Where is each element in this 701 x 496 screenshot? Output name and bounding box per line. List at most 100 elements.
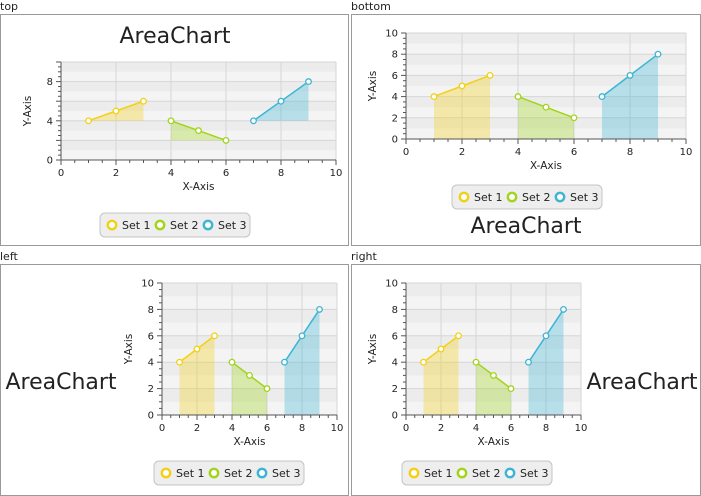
data-point	[420, 358, 427, 366]
x-tick-label: 8	[543, 423, 549, 434]
x-tick-label: 6	[571, 147, 577, 158]
plot-band-alt	[162, 335, 337, 349]
x-tick-label: 2	[438, 423, 444, 434]
panel-label: bottom	[351, 0, 391, 13]
data-point	[458, 82, 466, 90]
data-point	[430, 93, 438, 101]
panel-label: right	[351, 250, 377, 263]
panel-label: left	[0, 250, 18, 263]
x-axis-title: X-Axis	[233, 436, 265, 448]
y-tick-label: 4	[392, 92, 398, 103]
plot-band-alt	[162, 283, 337, 297]
legend-label: Set 2	[170, 219, 199, 232]
area-chart: AreaChart 0 2 4 6 8 10 X-Axis 0 2 4 6 8 10 Y-Axis Set 1…	[367, 29, 693, 240]
data-point	[490, 371, 497, 379]
x-tick-label: 4	[229, 423, 235, 434]
legend-label: Set 2	[224, 467, 253, 480]
data-point	[472, 358, 480, 366]
area-chart: AreaChart 0 2 4 6 8 10 X-Axis 0 4 8 Y-Axis Set 1 Set …	[22, 24, 343, 238]
legend-label: Set 2	[472, 467, 501, 480]
chart-panel: AreaChart 0 2 4 6 8 10 X-Axis 0 2 4 6 8 10 Y-Axis Set 1…	[0, 264, 349, 496]
data-point	[222, 136, 230, 144]
chart-title: AreaChart	[5, 370, 116, 395]
plot-area	[405, 32, 687, 140]
legend-label: Set 3	[570, 191, 599, 204]
data-point	[112, 107, 120, 115]
legend-symbol-1	[160, 467, 172, 479]
plot-band-alt	[406, 283, 581, 297]
x-tick-label: 0	[403, 423, 409, 434]
x-tick-label: 10	[575, 423, 588, 434]
plot-band-alt	[406, 33, 686, 44]
plot-band-alt	[406, 388, 581, 402]
plot-band-alt	[406, 335, 581, 349]
plot-area	[161, 282, 338, 416]
x-tick-label: 0	[159, 423, 165, 434]
y-tick-label: 8	[392, 50, 398, 61]
legend-label: Set 1	[424, 467, 453, 480]
data-point	[654, 50, 662, 58]
y-tick-label: 10	[385, 279, 398, 290]
legend-label: Set 1	[474, 191, 503, 204]
x-tick-label: 4	[473, 423, 479, 434]
x-tick-label: 4	[515, 147, 521, 158]
plot-band-alt	[61, 62, 336, 72]
plot-band-alt	[406, 362, 581, 376]
x-tick-label: 0	[403, 147, 409, 158]
data-point	[560, 305, 567, 313]
data-point	[176, 358, 183, 366]
legend-symbol-1	[408, 467, 420, 479]
x-tick-label: 4	[168, 168, 174, 179]
y-tick-label: 0	[148, 411, 154, 422]
legend-symbol-2	[208, 467, 220, 479]
x-axis-title: X-Axis	[477, 436, 509, 448]
data-point	[626, 71, 634, 79]
data-point	[277, 97, 285, 105]
y-axis-title: Y-Axis	[367, 71, 379, 103]
y-tick-label: 0	[47, 156, 53, 167]
y-tick-label: 8	[47, 77, 53, 88]
data-point	[228, 358, 236, 366]
x-tick-label: 8	[278, 168, 284, 179]
y-tick-label: 2	[392, 113, 398, 124]
plot-band-alt	[162, 388, 337, 402]
y-tick-label: 4	[47, 116, 53, 127]
plot-band-alt	[406, 117, 686, 129]
chart-title: AreaChart	[586, 370, 697, 395]
y-tick-label: 2	[392, 384, 398, 395]
x-tick-label: 10	[331, 423, 344, 434]
data-point	[250, 117, 257, 125]
legend-symbol-2	[154, 219, 166, 231]
data-point	[193, 345, 201, 353]
series-area-3	[528, 309, 564, 415]
cell-left: left AreaChart 0 2 4 6 8 10 X-Axis 0 2 4 6 8 10 Y-Axis…	[0, 250, 349, 496]
y-tick-label: 6	[392, 71, 398, 82]
data-point	[316, 305, 323, 313]
plot-band-alt	[61, 81, 336, 92]
legend-symbol-3	[202, 219, 214, 231]
legend-symbol-3	[256, 467, 268, 479]
area-chart: AreaChart 0 2 4 6 8 10 X-Axis 0 2 4 6 8 10 Y-Axis Set 1…	[5, 279, 344, 486]
data-point	[298, 332, 306, 340]
y-tick-label: 10	[385, 29, 398, 40]
plot-band-alt	[162, 362, 337, 376]
cell-right: right AreaChart 0 2 4 6 8 10 X-Axis 0 2 4 6 8 10 Y-Axi…	[351, 250, 701, 496]
y-tick-label: 0	[392, 411, 398, 422]
x-tick-label: 0	[58, 168, 64, 179]
plot-band-alt	[406, 75, 686, 86]
y-tick-label: 0	[392, 135, 398, 146]
x-tick-label: 10	[330, 168, 343, 179]
x-tick-label: 8	[299, 423, 305, 434]
y-axis-title: Y-Axis	[22, 96, 34, 128]
data-point	[85, 117, 92, 125]
series-area-3	[602, 54, 658, 140]
y-tick-label: 6	[392, 331, 398, 342]
legend-symbol-2	[456, 467, 468, 479]
legend-symbol-1	[458, 191, 470, 203]
x-tick-label: 10	[680, 147, 693, 158]
series-area-3	[284, 309, 320, 415]
chart-panel: AreaChart 0 2 4 6 8 10 X-Axis 0 4 8 Y-Axis Set 1 Set …	[0, 14, 349, 246]
data-point	[167, 117, 175, 125]
plot-band-alt	[162, 309, 337, 323]
x-tick-label: 2	[459, 147, 465, 158]
